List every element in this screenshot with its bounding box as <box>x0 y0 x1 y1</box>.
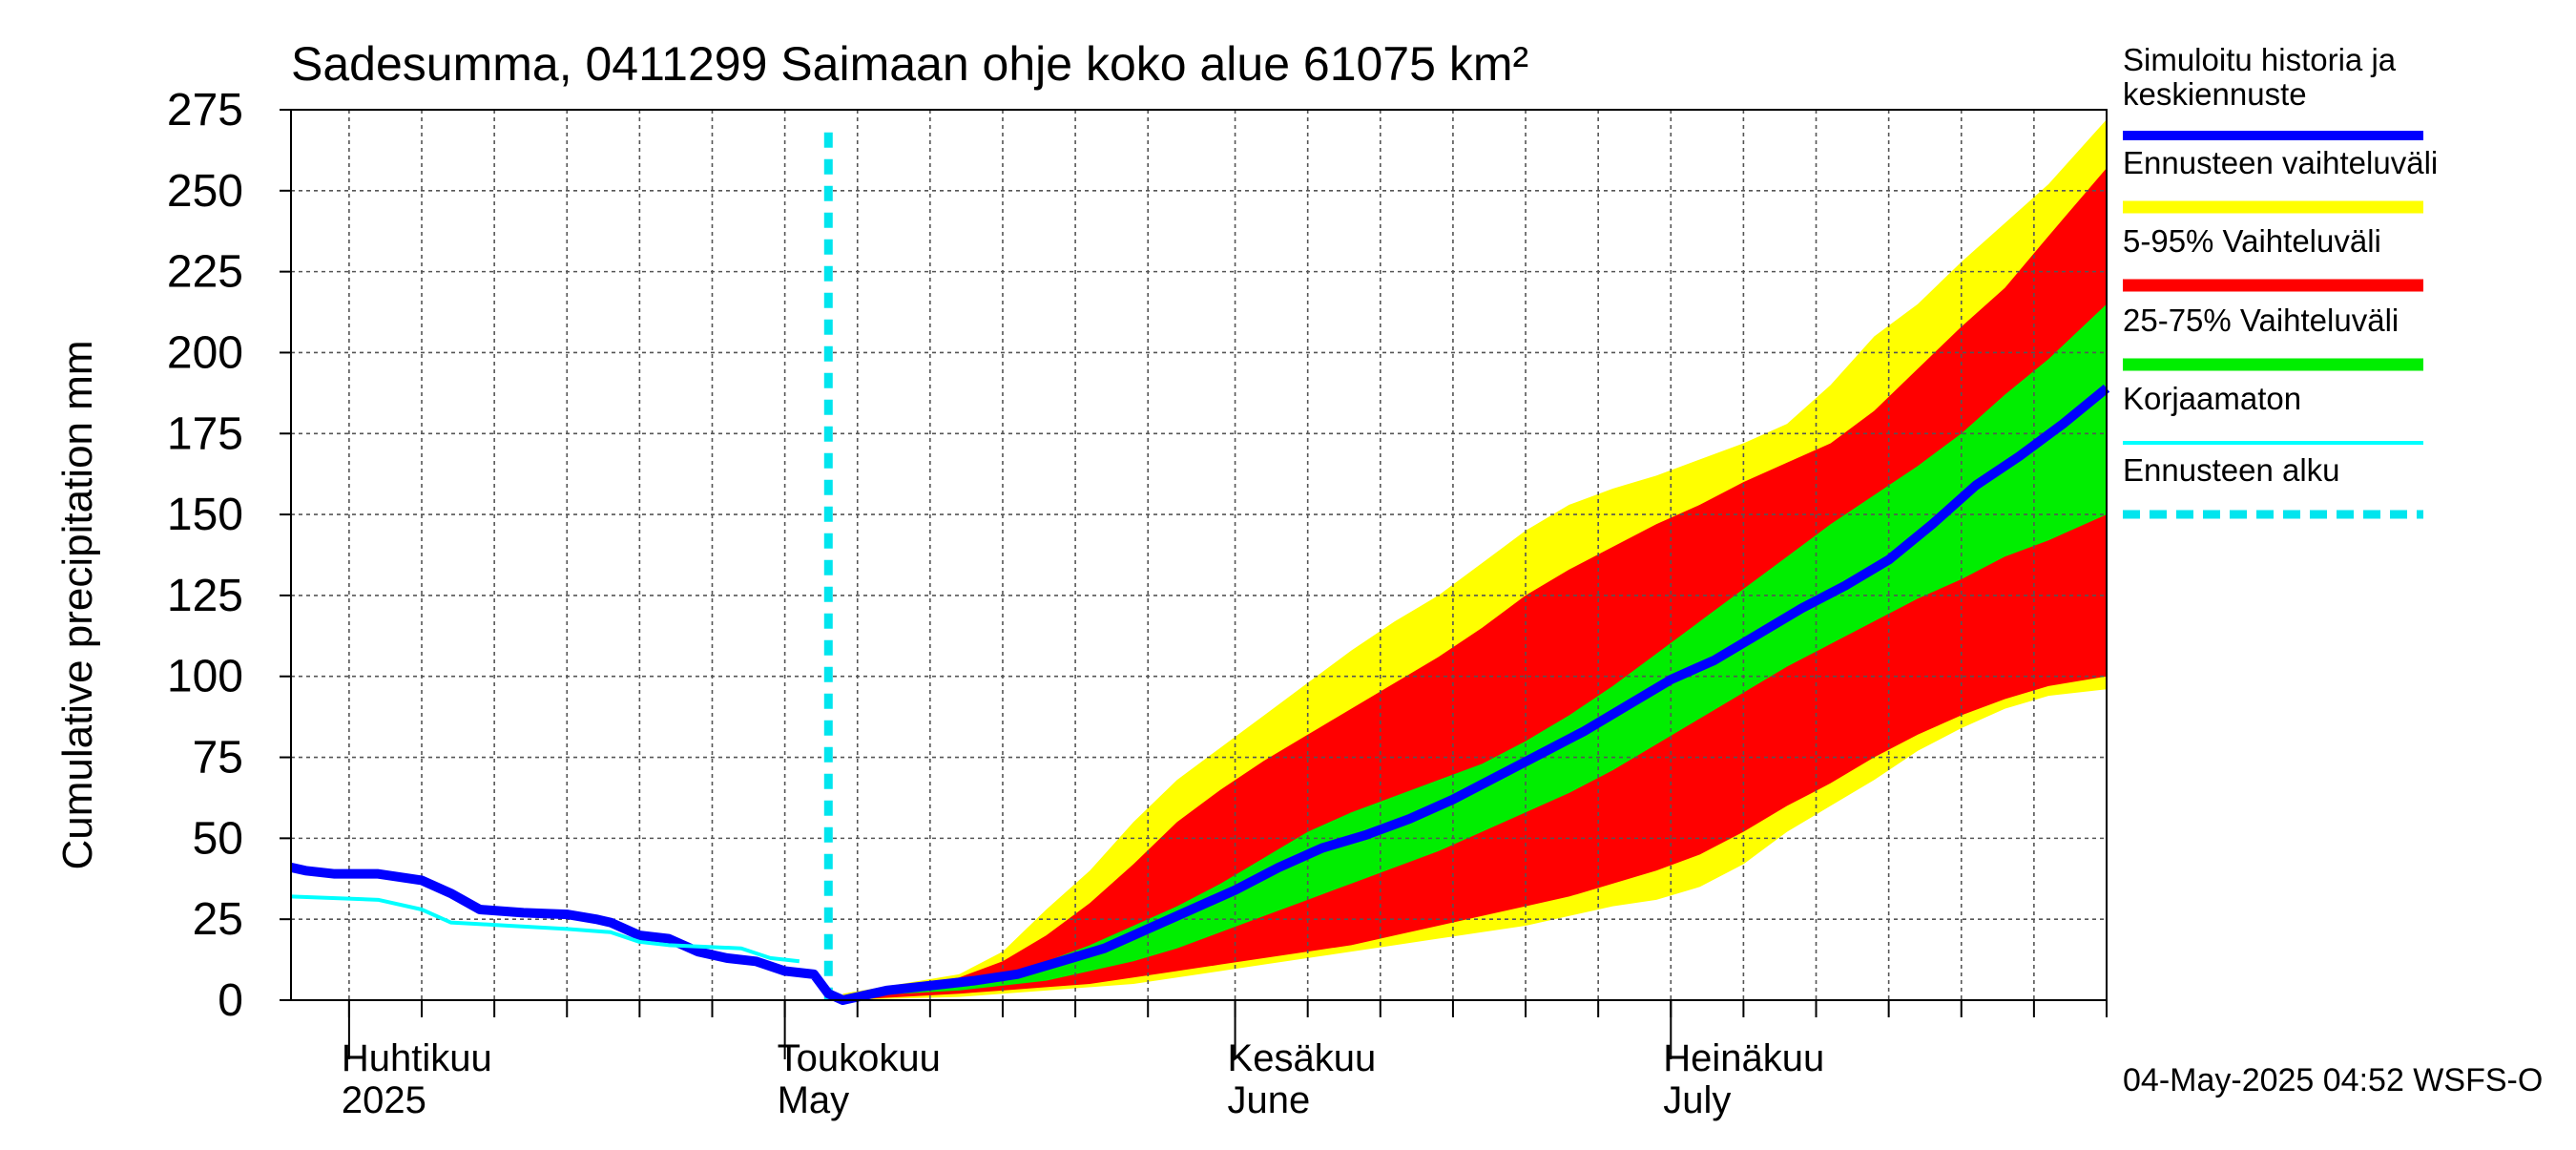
y-tick-label: 275 <box>167 85 243 136</box>
chart-title: Sadesumma, 0411299 Saimaan ohje koko alu… <box>291 37 1528 91</box>
series-line-2 <box>290 894 800 964</box>
y-axis-label: Cumulative precipitation mm <box>54 340 101 869</box>
month-label-fi: Kesäkuu <box>1228 1037 1377 1079</box>
axes: 0 25 50 75 100 125 150 175 200 225 250 275 Huhtikuu2… <box>167 85 2108 1121</box>
forecast-bands <box>842 119 2108 1001</box>
y-tick-label: 75 <box>193 733 243 784</box>
y-tick-label: 25 <box>193 894 243 945</box>
y-tick-label: 125 <box>167 571 243 621</box>
footer-timestamp: 04-May-2025 04:52 WSFS-O <box>2123 1062 2543 1098</box>
legend-label: Ennusteen vaihteluväli <box>2123 145 2438 180</box>
y-tick-label: 50 <box>193 813 243 864</box>
y-tick-label: 0 <box>218 975 243 1026</box>
month-label-fi: Toukokuu <box>778 1037 941 1079</box>
legend-label: 25-75% Vaihteluväli <box>2123 303 2399 338</box>
legend-label: Ennusteen alku <box>2123 452 2340 488</box>
month-label-en: May <box>778 1079 850 1121</box>
band-2 <box>842 168 2108 1000</box>
month-label-fi: Heinäkuu <box>1663 1037 1824 1079</box>
y-tick-label: 225 <box>167 247 243 298</box>
series-line-1 <box>289 384 2110 1005</box>
y-tick-label: 100 <box>167 652 243 702</box>
plot-frame <box>290 109 2108 1001</box>
y-tick-label: 200 <box>167 327 243 378</box>
legend-label: 5-95% Vaihteluväli <box>2123 223 2381 259</box>
legend-label: Korjaamaton <box>2123 381 2301 416</box>
series-lines <box>289 132 2110 1005</box>
y-tick-label: 150 <box>167 490 243 540</box>
legend-label: Simuloitu historia ja <box>2123 42 2397 77</box>
month-label-en: June <box>1228 1079 1311 1121</box>
y-tick-label: 175 <box>167 408 243 459</box>
grid <box>291 109 2108 1001</box>
month-label-fi: Huhtikuu <box>342 1037 492 1079</box>
y-tick-label: 250 <box>167 166 243 217</box>
month-label-en: 2025 <box>342 1079 426 1121</box>
month-label-en: July <box>1663 1079 1731 1121</box>
legend-label: keskiennuste <box>2123 76 2307 112</box>
